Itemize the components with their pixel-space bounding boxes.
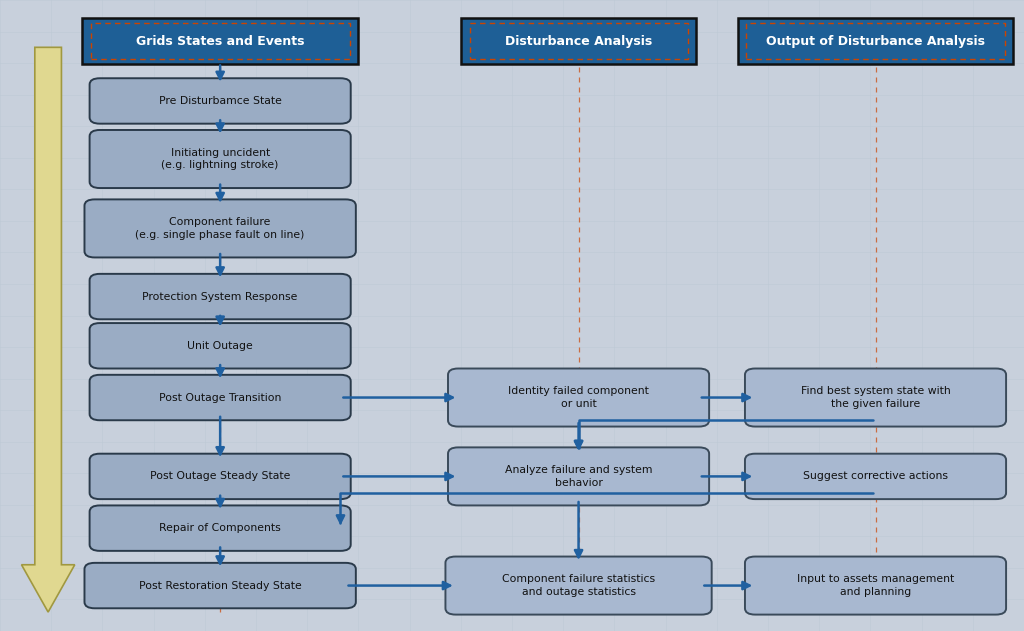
FancyBboxPatch shape [82, 18, 358, 64]
FancyBboxPatch shape [445, 557, 712, 615]
Text: Protection System Response: Protection System Response [142, 292, 298, 302]
Text: Pre Disturbamce State: Pre Disturbamce State [159, 96, 282, 106]
Text: Post Outage Transition: Post Outage Transition [159, 392, 282, 403]
Text: Analyze failure and system
behavior: Analyze failure and system behavior [505, 465, 652, 488]
Text: Grids States and Events: Grids States and Events [136, 35, 304, 47]
FancyBboxPatch shape [90, 130, 350, 188]
Text: Initiating uncident
(e.g. lightning stroke): Initiating uncident (e.g. lightning stro… [162, 148, 279, 170]
Text: Identity failed component
or unit: Identity failed component or unit [508, 386, 649, 409]
Text: Post Restoration Steady State: Post Restoration Steady State [139, 581, 301, 591]
Text: Output of Disturbance Analysis: Output of Disturbance Analysis [766, 35, 985, 47]
FancyBboxPatch shape [447, 447, 709, 505]
Text: Component failure statistics
and outage statistics: Component failure statistics and outage … [502, 574, 655, 597]
FancyBboxPatch shape [745, 454, 1006, 499]
FancyBboxPatch shape [90, 375, 350, 420]
FancyBboxPatch shape [447, 369, 709, 427]
Text: Find best system state with
the given failure: Find best system state with the given fa… [801, 386, 950, 409]
FancyBboxPatch shape [461, 18, 696, 64]
FancyBboxPatch shape [745, 369, 1006, 427]
Text: Component failure
(e.g. single phase fault on line): Component failure (e.g. single phase fau… [135, 217, 305, 240]
Text: Unit Outage: Unit Outage [187, 341, 253, 351]
FancyBboxPatch shape [90, 505, 350, 551]
FancyBboxPatch shape [84, 563, 356, 608]
FancyBboxPatch shape [745, 557, 1006, 615]
Text: Input to assets management
and planning: Input to assets management and planning [797, 574, 954, 597]
Text: Repair of Components: Repair of Components [160, 523, 281, 533]
FancyBboxPatch shape [737, 18, 1013, 64]
FancyBboxPatch shape [90, 323, 350, 369]
FancyArrow shape [22, 47, 75, 612]
Text: Disturbance Analysis: Disturbance Analysis [505, 35, 652, 47]
Text: Suggest corrective actions: Suggest corrective actions [803, 471, 948, 481]
FancyBboxPatch shape [90, 274, 350, 319]
FancyBboxPatch shape [84, 199, 356, 257]
Text: Post Outage Steady State: Post Outage Steady State [150, 471, 291, 481]
FancyBboxPatch shape [90, 454, 350, 499]
FancyBboxPatch shape [90, 78, 350, 124]
